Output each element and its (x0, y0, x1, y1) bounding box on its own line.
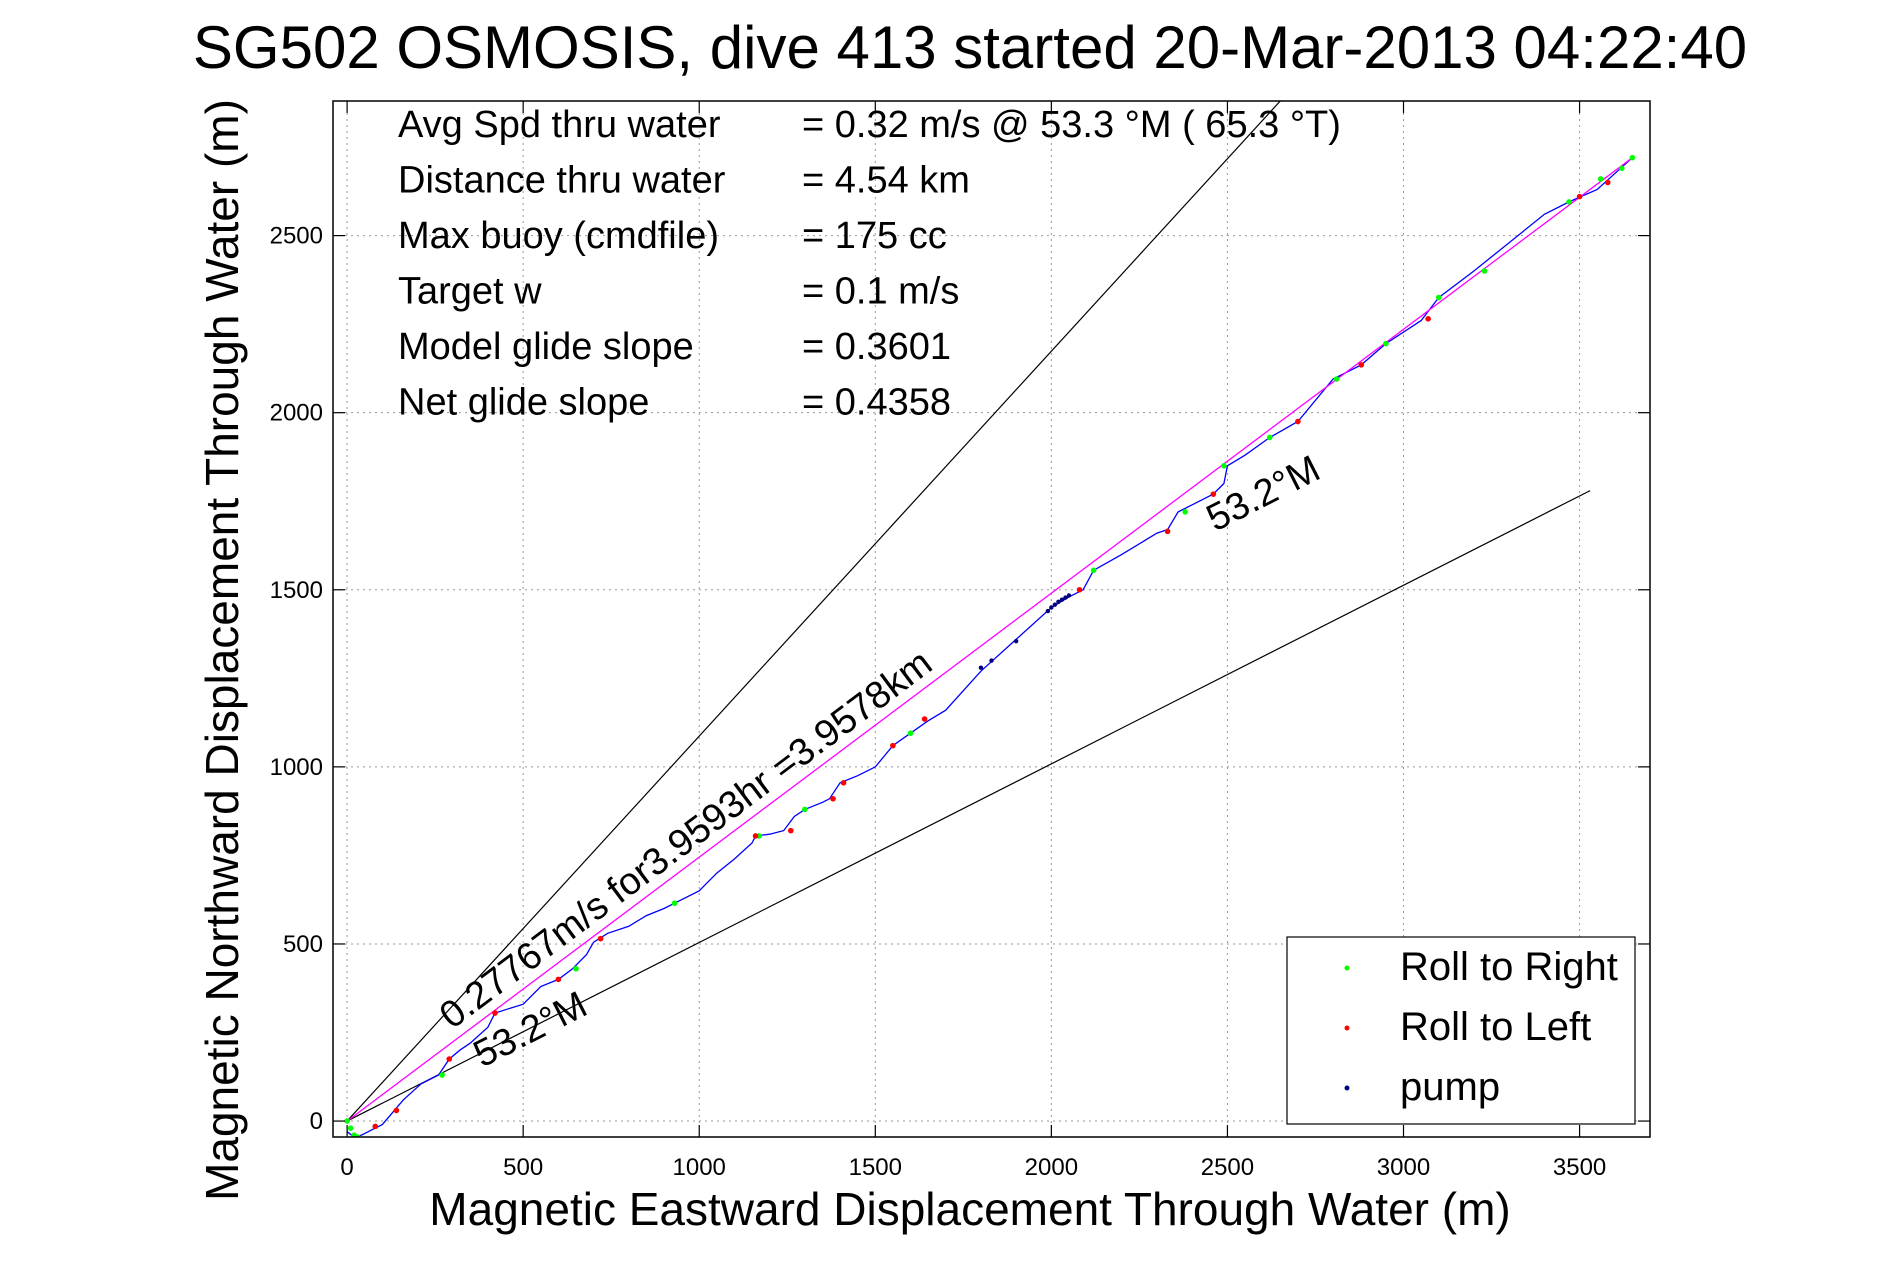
reference-line (346, 101, 1281, 1122)
y-tick-label: 2500 (270, 223, 323, 250)
marker-roll-left (752, 833, 759, 839)
reference-line (346, 490, 1591, 1122)
marker-roll-left (1604, 179, 1611, 186)
y-tick-label: 500 (283, 931, 323, 958)
stat-value: = 0.4358 (802, 382, 951, 424)
marker-roll-right (1435, 294, 1442, 301)
marker-pump (1063, 595, 1068, 600)
x-tick-label: 3000 (1377, 1154, 1430, 1181)
plot-markers (344, 154, 1636, 1137)
marker-roll-left (890, 742, 896, 749)
x-tick-label: 500 (503, 1154, 543, 1181)
marker-pump (989, 658, 994, 663)
marker-roll-right (1333, 376, 1340, 382)
legend-marker (1344, 1025, 1350, 1031)
stat-value: = 0.3601 (802, 326, 951, 368)
stat-label: Target w (398, 271, 542, 313)
y-tick-label: 2000 (270, 400, 323, 427)
legend-entry-text: Roll to Left (1400, 1005, 1591, 1049)
marker-roll-right (1597, 176, 1604, 182)
marker-roll-left (1164, 528, 1171, 535)
x-tick-label: 2000 (1025, 1154, 1078, 1181)
stat-label: Avg Spd thru water (398, 104, 721, 146)
x-axis-ticks: 0 500 1000 1500 2000 2500 3000 3500 (340, 101, 1606, 1181)
marker-roll-left (921, 716, 928, 722)
marker-roll-right (1481, 268, 1488, 274)
plot-frame (332, 100, 1651, 1138)
marker-roll-left (372, 1123, 379, 1130)
heading-annotation-upper: 53.2°M (1200, 448, 1327, 540)
stat-value: = 0.1 m/s (802, 271, 959, 313)
marker-pump (978, 665, 984, 670)
marker-roll-left (446, 1056, 453, 1062)
marker-roll-right (671, 900, 678, 907)
marker-pump (1056, 599, 1061, 605)
y-tick-label: 0 (310, 1108, 323, 1135)
y-tick-label: 1500 (270, 577, 323, 604)
marker-pump (1049, 605, 1054, 610)
marker-pump (1059, 597, 1065, 602)
stat-label: Net glide slope (398, 382, 649, 424)
legend-marker (1344, 965, 1350, 971)
marker-roll-right (439, 1072, 445, 1078)
y-axis-label: Magnetic Northward Displacement Through … (196, 99, 248, 1201)
marker-roll-left (393, 1107, 400, 1114)
marker-roll-left (1425, 316, 1431, 322)
x-tick-label: 0 (340, 1154, 353, 1181)
marker-roll-left (830, 795, 836, 802)
marker-roll-right (1629, 154, 1636, 161)
marker-roll-right (1566, 199, 1572, 205)
marker-pump (1052, 602, 1058, 607)
marker-roll-right (802, 806, 808, 813)
marker-roll-right (1221, 463, 1227, 469)
marker-roll-left (1076, 586, 1083, 593)
marker-roll-right (1090, 567, 1097, 574)
stat-value: = 4.54 km (802, 160, 970, 202)
y-tick-label: 1000 (270, 754, 323, 781)
marker-roll-right (1182, 509, 1188, 515)
marker-roll-left (555, 976, 562, 983)
marker-pump (1066, 593, 1072, 598)
stat-label: Distance thru water (398, 160, 726, 202)
legend: Roll to Right Roll to Left pump (1286, 936, 1636, 1125)
marker-roll-left (1210, 491, 1217, 497)
legend-entry-text: pump (1400, 1065, 1500, 1109)
x-tick-label: 1000 (673, 1154, 726, 1181)
marker-roll-left (1295, 418, 1301, 425)
marker-roll-left (597, 935, 604, 942)
marker-pump (1045, 608, 1051, 614)
marker-roll-right (573, 965, 579, 972)
series-straight-course (346, 157, 1633, 1122)
stat-label: Max buoy (cmdfile) (398, 215, 719, 257)
plot-grid (333, 101, 1650, 1137)
y-axis-ticks: 0 500 1000 1500 2000 2500 (270, 223, 1650, 1135)
x-tick-label: 3500 (1553, 1154, 1606, 1181)
marker-roll-right (1266, 434, 1273, 441)
x-tick-label: 1500 (849, 1154, 902, 1181)
marker-roll-left (1576, 193, 1583, 200)
marker-roll-right (347, 1125, 354, 1131)
marker-roll-right (907, 730, 914, 737)
stat-label: Model glide slope (398, 326, 694, 368)
marker-roll-right (1383, 340, 1389, 347)
stats-block: Avg Spd thru water = 0.32 m/s @ 53.3 °M (… (398, 104, 1341, 424)
legend-marker (1344, 1085, 1350, 1091)
marker-roll-left (840, 780, 847, 786)
marker-roll-right (344, 1118, 350, 1124)
stat-value: = 175 cc (802, 215, 947, 257)
x-axis-label: Magnetic Eastward Displacement Through W… (429, 1183, 1510, 1235)
marker-roll-left (492, 1010, 498, 1016)
marker-pump (1013, 638, 1019, 644)
marker-roll-right (1619, 165, 1625, 172)
x-tick-label: 2500 (1201, 1154, 1254, 1181)
marker-roll-left (1358, 362, 1365, 368)
legend-entry-text: Roll to Right (1400, 945, 1618, 989)
chart-title: SG502 OSMOSIS, dive 413 started 20-Mar-2… (193, 14, 1747, 81)
stat-value: = 0.32 m/s @ 53.3 °M ( 65.3 °T) (802, 104, 1341, 146)
speed-annotation: 0.27767m/s for3.9593hr =3.9578km (432, 642, 940, 1037)
marker-roll-left (787, 827, 794, 834)
